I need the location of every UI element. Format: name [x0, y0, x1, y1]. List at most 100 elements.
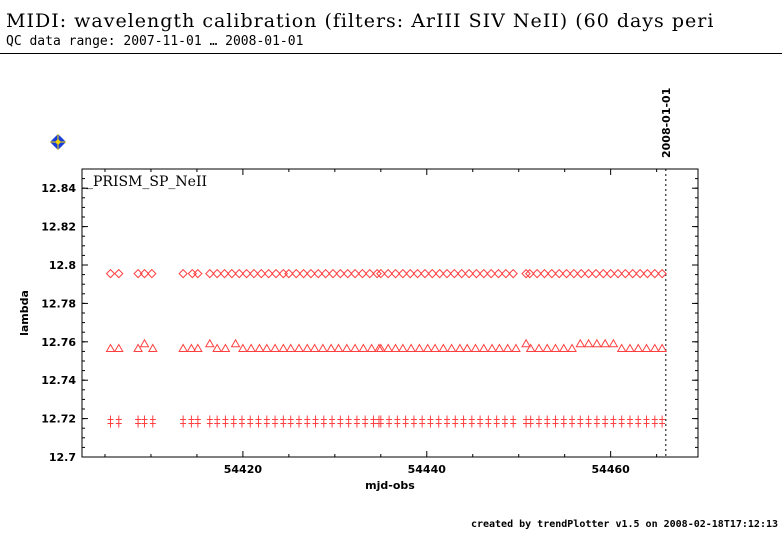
double-cross-point: [610, 415, 617, 428]
y-axis: 12.7 12.72 12.74 12.76 12.78 12.8 12.82 12.84: [41, 168, 698, 464]
double-cross-point: [263, 415, 270, 428]
y-tick-label: 12.7: [49, 451, 76, 464]
qc-data-range: QC data range: 2007-11-01 … 2008-01-01: [6, 34, 304, 49]
diamond-point: [365, 268, 375, 279]
diamond-point: [547, 268, 557, 279]
double-cross-point: [206, 415, 213, 428]
double-cross-point: [115, 415, 122, 428]
diamond-point: [650, 268, 660, 279]
double-cross-point: [370, 415, 377, 428]
diamond-point: [205, 268, 215, 279]
diamond-point: [583, 268, 594, 279]
double-cross-point: [651, 415, 658, 428]
diamond-point: [598, 268, 609, 279]
triangle-point: [558, 343, 569, 353]
double-cross-point: [523, 415, 530, 428]
diamond-point: [139, 268, 150, 279]
y-tick-label: 12.72: [41, 413, 76, 426]
diamond-point: [320, 268, 331, 279]
diamond-point: [620, 268, 631, 279]
triangle-point: [608, 338, 619, 348]
triangle-point: [455, 343, 465, 353]
double-cross-point: [377, 415, 384, 428]
double-cross-point: [544, 415, 551, 428]
triangle-point: [583, 338, 594, 348]
triangle-point: [525, 343, 536, 353]
plot-frame: [81, 168, 699, 458]
double-cross-point: [247, 415, 254, 428]
double-cross-point: [468, 415, 475, 428]
diamond-point: [642, 268, 653, 279]
triangle-point: [270, 343, 280, 353]
triangle-point: [550, 343, 561, 353]
diamond-point: [263, 268, 274, 279]
triangle-point: [633, 343, 644, 353]
double-cross-point: [452, 415, 459, 428]
triangle-point: [285, 343, 296, 353]
triangle-point: [542, 343, 553, 353]
double-cross-point: [419, 415, 426, 428]
page-title: MIDI: wavelength calibration (filters: A…: [6, 10, 715, 32]
diamond-point: [372, 268, 382, 279]
double-cross-point: [362, 415, 369, 428]
triangle-point: [521, 338, 531, 348]
diamond-point: [193, 268, 203, 279]
double-cross-point: [280, 415, 287, 428]
diamond-point: [613, 268, 623, 279]
diamond-point: [335, 268, 346, 279]
navigation-arrows-icon[interactable]: [50, 134, 66, 150]
double-cross-point: [527, 415, 534, 428]
double-cross-point: [635, 415, 642, 428]
triangle-point: [641, 343, 652, 353]
triangle-point: [462, 343, 473, 353]
double-cross-point: [304, 415, 311, 428]
triangle-point: [390, 343, 401, 353]
triangle-point: [333, 343, 344, 353]
double-cross-point: [180, 415, 187, 428]
diamond-point: [457, 268, 467, 279]
double-cross-point: [535, 415, 542, 428]
x-tick-label: 54440: [408, 463, 447, 476]
diamond-point: [256, 268, 266, 279]
diamond-point: [539, 268, 550, 279]
triangle-point: [383, 343, 394, 353]
triangle-point: [326, 343, 337, 353]
double-cross-point: [444, 415, 451, 428]
diamond-point: [493, 268, 504, 279]
double-cross-point: [107, 415, 114, 428]
diamond-point: [284, 268, 294, 279]
triangle-point: [113, 343, 124, 353]
triangle-point: [192, 343, 203, 353]
double-cross-point: [659, 415, 666, 428]
triangle-point: [478, 343, 489, 353]
double-cross-point: [394, 415, 401, 428]
y-tick-label: 12.74: [41, 374, 76, 387]
double-cross-point: [593, 415, 600, 428]
x-axis-label: mjd-obs: [365, 479, 415, 492]
diamond-point: [328, 268, 338, 279]
diamond-point: [591, 268, 601, 279]
diamond-point: [561, 268, 572, 279]
triangle-point: [487, 343, 497, 353]
triangle-point: [649, 343, 660, 353]
diamond-point: [343, 268, 353, 279]
triangle-point: [212, 343, 223, 353]
double-cross-point: [427, 415, 434, 428]
triangle-point: [366, 343, 377, 353]
triangle-point: [592, 338, 602, 348]
diamond-point: [350, 268, 360, 279]
diamond-point: [405, 268, 415, 279]
double-cross-point: [295, 415, 302, 428]
double-cross-point: [386, 415, 393, 428]
diamond-point: [291, 268, 301, 279]
double-cross-point: [337, 415, 344, 428]
diamond-point: [532, 268, 542, 279]
diamond-point: [657, 268, 667, 279]
triangle-point: [318, 343, 328, 353]
diamond-point: [271, 268, 281, 279]
double-cross-point: [510, 415, 517, 428]
diamond-point: [449, 268, 460, 279]
triangle-point: [230, 338, 241, 348]
diamond-point: [521, 268, 531, 279]
